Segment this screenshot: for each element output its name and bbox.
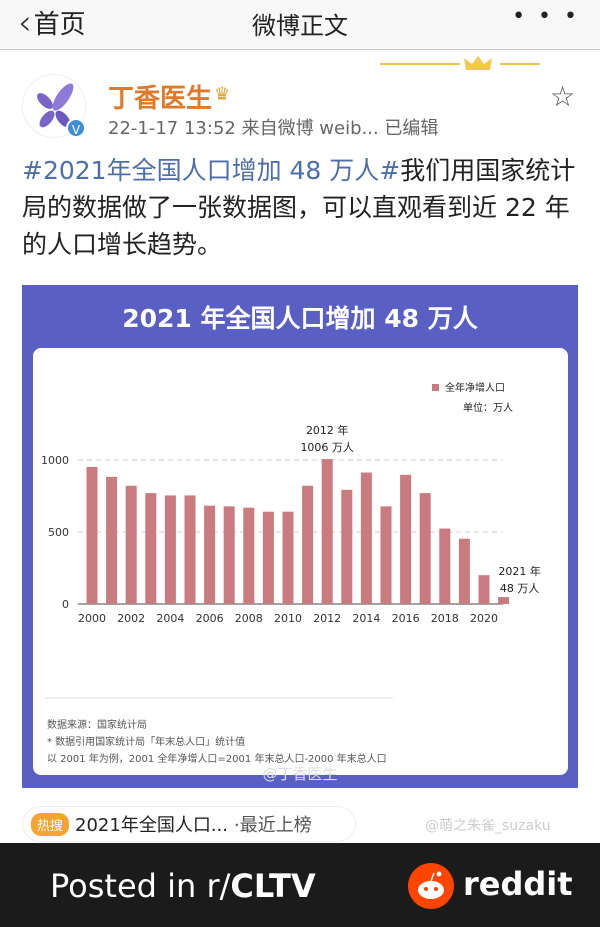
reddit-footer: Posted in r/CLTV reddit: [0, 843, 600, 927]
username[interactable]: 丁香医生: [108, 84, 213, 114]
chevron-left-icon: ‹: [18, 2, 32, 43]
annotation-2012: 2012 年: [306, 423, 349, 437]
bar-2017: [419, 493, 431, 604]
reddit-wordmark: reddit: [463, 865, 573, 903]
x-tick-label: 2010: [274, 612, 302, 625]
subreddit-name[interactable]: CLTV: [230, 867, 316, 905]
bar-2009: [262, 511, 274, 604]
bar-2004: [164, 495, 176, 604]
legend-label: 全年净增人口: [445, 381, 505, 394]
source-line: 以 2001 年为例，2001 全年净增人口=2001 年末总人口-2000 年…: [47, 754, 387, 765]
more-icon[interactable]: • • •: [512, 4, 580, 29]
bar-2003: [145, 493, 157, 604]
y-tick-label: 1000: [41, 454, 69, 467]
bar-2002: [125, 485, 137, 604]
post-text: #2021年全国人口增加 48 万人#我们用国家统计局的数据做了一张数据图，可以…: [22, 152, 582, 263]
bar-2007: [223, 506, 235, 604]
crown-decoration-icon: [380, 56, 540, 70]
bar-2001: [106, 476, 118, 604]
back-label: 首页: [33, 10, 86, 40]
page-title: 微博正文: [252, 12, 348, 40]
x-tick-label: 2008: [235, 612, 263, 625]
weibo-watermark: @萌之朱雀_suzaku: [425, 818, 551, 834]
bar-2020: [478, 575, 490, 604]
bar-2016: [400, 474, 412, 604]
x-tick-label: 2014: [352, 612, 380, 625]
post-image[interactable]: 2021 年全国人口增加 48 万人 0 500 1000 2000 2002 2004 2…: [22, 285, 578, 788]
chart-card: 0 500 1000 2000 2002 2004 2006 2008 2010 2012 2014…: [33, 348, 568, 775]
hashtag-link[interactable]: #2021年全国人口增加 48 万人#: [22, 156, 401, 185]
x-tick-label: 2020: [470, 612, 498, 625]
bar-2015: [380, 506, 392, 604]
annotation-2021: 48 万人: [500, 582, 540, 595]
post-body: 我们用国家统计局的数据做了一张数据图，可以直观看到近 22 年的人口增长趋势。: [22, 156, 576, 259]
hot-search-text: 2021年全国人口...: [75, 815, 228, 836]
bar-chart: 0 500 1000 2000 2002 2004 2006 2008 2010 2012 2014…: [41, 381, 541, 699]
nav-bar: ‹ 首页 微博正文 • • •: [0, 0, 600, 50]
hot-search-badge: 热搜: [31, 812, 70, 836]
image-watermark: @丁香医生: [262, 765, 338, 783]
star-icon[interactable]: ☆: [550, 80, 576, 113]
legend-swatch: [432, 384, 439, 391]
bar-2010: [282, 511, 294, 604]
source-line: * 数据引用国家统计局「年末总人口」统计值: [47, 737, 246, 748]
hot-search-suffix: ·最近上榜: [234, 815, 312, 836]
x-tick-label: 2018: [431, 612, 459, 625]
medal-icon: ♛: [214, 84, 231, 105]
post-meta: 22-1-17 13:52 来自微博 weib... 已编辑: [108, 118, 439, 139]
x-tick-label: 2000: [78, 612, 106, 625]
y-tick-label: 500: [48, 526, 69, 539]
bar-2021: [498, 597, 510, 604]
posted-label: Posted in r/: [50, 867, 231, 905]
hot-search-link[interactable]: 热搜 2021年全国人口... ·最近上榜: [22, 806, 356, 842]
reddit-logo-icon: [408, 863, 454, 909]
bar-2019: [458, 538, 470, 604]
x-tick-label: 2002: [117, 612, 145, 625]
y-tick-label: 0: [62, 598, 69, 611]
bar-2000: [86, 466, 98, 604]
posted-in-text: Posted in r/CLTV: [50, 867, 316, 905]
bar-2013: [341, 489, 353, 604]
bar-2018: [439, 528, 451, 604]
verified-badge-icon: V: [66, 118, 86, 138]
x-tick-label: 2012: [313, 612, 341, 625]
x-tick-label: 2006: [196, 612, 224, 625]
back-button[interactable]: ‹ 首页: [18, 4, 86, 41]
bar-2012: [321, 459, 333, 604]
unit-label: 单位：万人: [463, 401, 513, 414]
annotation-2012: 1006 万人: [300, 441, 354, 454]
bar-2011: [302, 485, 314, 604]
annotation-2021: 2021 年: [498, 564, 541, 578]
avatar[interactable]: [22, 74, 86, 138]
bar-2008: [243, 507, 255, 604]
bar-2006: [204, 505, 216, 604]
source-line: 数据来源：国家统计局: [47, 720, 147, 731]
bar-2005: [184, 495, 196, 604]
x-tick-label: 2016: [392, 612, 420, 625]
x-tick-label: 2004: [156, 612, 184, 625]
image-title: 2021 年全国人口增加 48 万人: [122, 304, 478, 333]
bar-2014: [360, 472, 372, 604]
